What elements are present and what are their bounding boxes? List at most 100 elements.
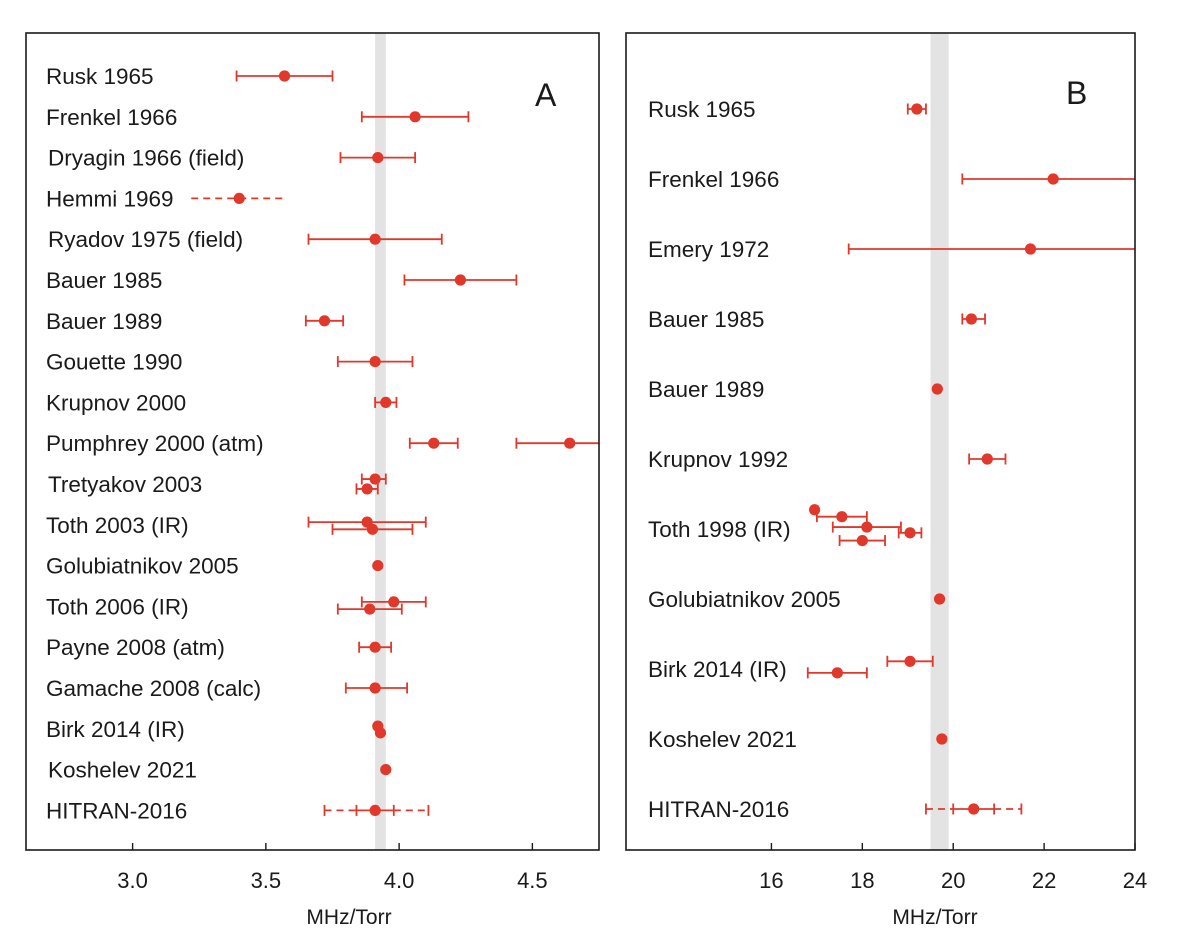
category-label: Birk 2014 (IR) [648,657,787,682]
data-point [360,111,470,123]
x-axis-label-b: MHz/Torr [892,906,977,929]
category-label: Toth 2006 (IR) [46,594,189,619]
point-marker [369,682,381,694]
x-axis-ticks-a: 3.0 3.5 4.0 4.5 [117,843,548,893]
data-point [235,70,334,82]
data-point [304,315,345,327]
point-marker [564,437,576,449]
category-label: Tretyakov 2003 [48,472,202,497]
data-point [336,356,414,368]
x-tick-label: 3.5 [251,868,282,893]
panel-label-a: A [535,77,557,113]
panel-a: Rusk 1965 Frenkel 1966 Dryagin 1966 (field… [25,32,600,929]
data-point [358,641,393,653]
point-marker [968,803,980,815]
category-label: Gouette 1990 [46,350,182,375]
point-marker [904,655,916,667]
data-point [339,152,417,164]
category-label: Bauer 1989 [46,309,162,334]
data-point [936,733,948,745]
point-marker [366,523,379,535]
x-tick-label: 4.5 [517,868,548,893]
category-label: Rusk 1965 [648,97,756,122]
category-label: Emery 1972 [648,237,769,262]
data-point [847,243,1135,255]
data-point [360,473,387,485]
x-tick-label: 18 [850,868,874,893]
category-label: Frenkel 1966 [46,105,177,130]
point-marker [278,70,291,82]
data-point [961,173,1135,185]
point-marker [388,596,400,608]
data-point [307,233,443,245]
point-marker [369,356,381,368]
x-tick-label: 20 [941,868,965,893]
point-marker [936,733,948,745]
point-marker [911,103,923,115]
point-marker [931,383,943,395]
panel-b: Rusk 1965 Frenkel 1966 Emery 1972 Bauer 198… [625,32,1147,929]
point-marker [981,453,993,465]
data-point [336,603,403,615]
data-point [372,560,384,572]
point-marker [856,534,868,547]
data-point [897,527,923,539]
point-marker [372,152,384,164]
category-label: Krupnov 1992 [648,447,788,472]
point-marker [380,396,392,408]
point-marker [836,511,848,523]
point-marker [361,483,373,495]
category-label: Rusk 1965 [46,64,154,89]
reference-band-a [375,33,386,850]
point-marker [454,274,467,286]
point-marker [369,233,381,245]
data-point [403,274,518,286]
point-marker [965,313,977,325]
panel-label-b: B [1066,75,1087,111]
data-point [374,396,398,408]
point-marker [364,603,376,615]
category-label: HITRAN-2016 [46,798,187,823]
point-marker [861,521,873,533]
point-marker [428,437,440,449]
point-marker [369,804,381,817]
data-point [515,437,599,449]
data-point [307,516,427,528]
data-point [191,192,288,204]
data-point [961,313,986,325]
data-point [886,655,934,667]
data-point [408,437,459,449]
point-marker [372,560,384,572]
data-point [815,511,868,523]
data-point [831,521,902,533]
point-marker [374,727,387,739]
point-marker [831,667,843,679]
category-label: Toth 1998 (IR) [648,517,791,542]
category-label: Dryagin 1966 (field) [48,146,244,171]
data-point [323,804,430,817]
data-points-a [191,70,599,817]
x-tick-label: 16 [759,868,783,893]
category-label: Koshelev 2021 [48,758,197,783]
data-point [925,803,1023,815]
point-marker [369,473,381,485]
data-point [355,483,379,495]
category-label: Bauer 1985 [648,307,764,332]
plot-frame-a [25,32,600,851]
category-label: Koshelev 2021 [648,727,797,752]
category-label: Bauer 1985 [46,268,162,293]
x-axis-ticks-b: 16 18 20 22 24 [759,843,1147,893]
point-marker [318,315,331,327]
data-point [806,667,868,679]
category-label: Payne 2008 (atm) [46,635,225,660]
data-point [380,764,392,776]
category-label: Pumphrey 2000 (atm) [46,431,264,456]
data-point [360,596,427,608]
category-labels-b: Rusk 1965 Frenkel 1966 Emery 1972 Bauer 198… [648,97,841,822]
x-tick-label: 3.0 [117,868,148,893]
category-label: Toth 2003 (IR) [46,513,189,538]
data-point [331,523,414,535]
x-tick-label: 4.0 [384,868,415,893]
x-axis-label-a: MHz/Torr [306,906,391,929]
category-label: Golubiatnikov 2005 [46,554,239,579]
